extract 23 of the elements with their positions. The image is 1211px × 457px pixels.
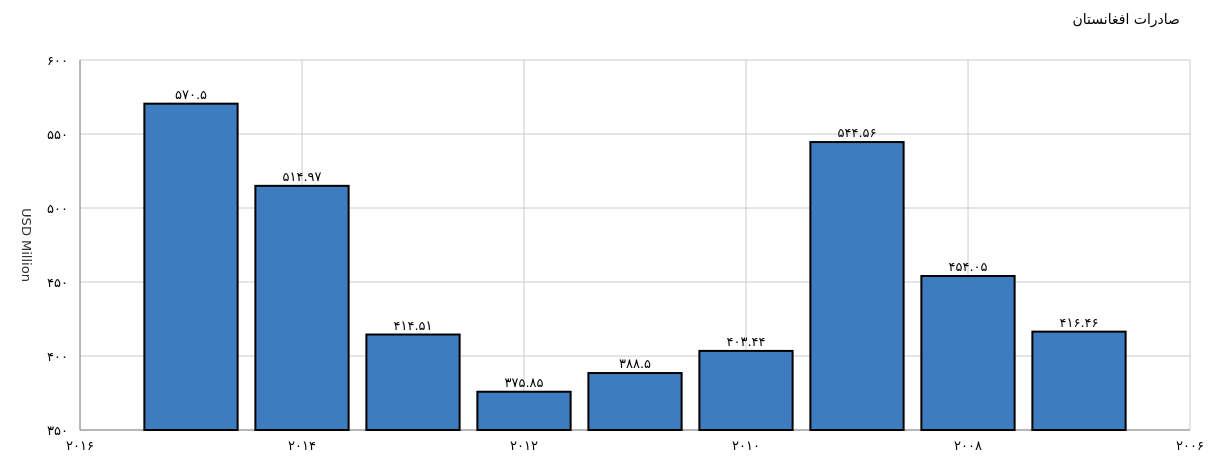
y-tick-label: ۳۵۰ — [47, 423, 68, 438]
x-tick-label: ۲۰۰۸ — [954, 438, 982, 453]
data-label: ۴۵۴.۰۵ — [948, 259, 988, 275]
data-label: ۳۷۵.۸۵ — [504, 374, 544, 390]
chart-title: صادرات افغانستان — [1072, 11, 1180, 28]
x-tick-label: ۲۰۱۲ — [510, 438, 538, 453]
data-label: ۵۱۴.۹۷ — [282, 168, 322, 184]
data-label: ۴۱۴.۵۱ — [393, 317, 433, 333]
x-tick-label: ۲۰۱۴ — [288, 438, 316, 453]
x-tick-label: ۲۰۱۶ — [66, 438, 94, 453]
data-label: ۴۰۳.۴۴ — [726, 333, 766, 349]
data-label: ۵۷۰.۵ — [174, 86, 208, 102]
data-label: ۴۱۶.۴۶ — [1059, 314, 1099, 330]
y-tick-label: ۴۰۰ — [47, 349, 68, 364]
y-tick-label: ۵۰۰ — [47, 201, 68, 216]
y-tick-label: ۵۵۰ — [47, 127, 68, 142]
y-axis-title: USD Million — [19, 208, 34, 282]
y-tick-label: ۶۰۰ — [47, 53, 68, 68]
x-tick-label: ۲۰۱۰ — [732, 438, 760, 453]
data-label: ۳۸۸.۵ — [618, 356, 652, 372]
x-tick-label: ۲۰۰۶ — [1176, 438, 1204, 453]
data-label: ۵۴۴.۵۶ — [837, 125, 877, 141]
y-tick-label: ۴۵۰ — [47, 275, 68, 290]
